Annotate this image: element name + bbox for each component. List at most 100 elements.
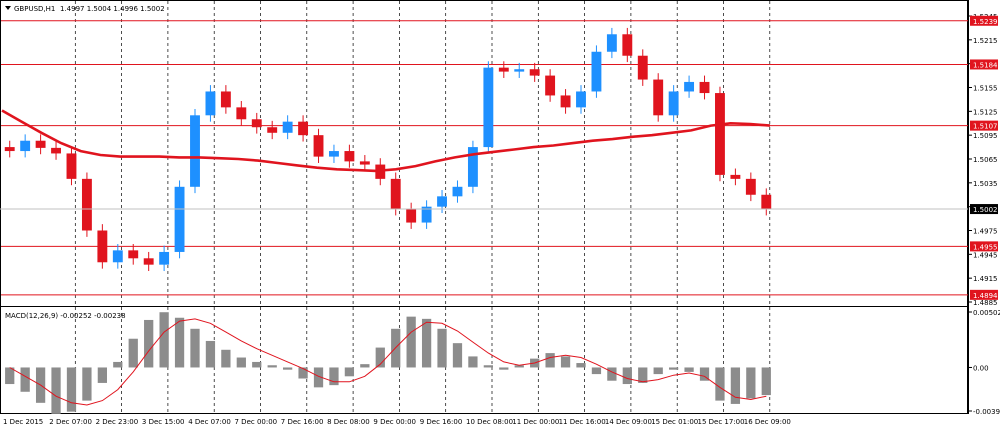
candle-body <box>606 34 617 52</box>
macd-bar <box>421 318 432 368</box>
candle-body <box>236 107 247 120</box>
time-tick-label: 2 Dec 07:00 <box>49 418 92 426</box>
price-tick-label: 1.5095 <box>973 132 998 140</box>
candle-body <box>483 67 494 148</box>
candle-body <box>715 93 725 175</box>
macd-tick-label: -0.00394 <box>973 408 1000 416</box>
macd-tick-label: 0.00 <box>973 364 989 372</box>
price-tick-label: 1.4885 <box>973 299 998 307</box>
macd-bar <box>190 328 200 368</box>
macd-bar <box>82 367 92 401</box>
time-tick-label: 15 Dec 01:00 <box>651 418 698 426</box>
macd-bar <box>576 363 586 368</box>
candle-body <box>467 147 478 187</box>
candle-body <box>51 147 61 154</box>
candle-body <box>313 135 324 157</box>
candle-body <box>390 178 401 210</box>
level-label: 1.5107 <box>973 123 998 131</box>
candle-body <box>81 178 92 231</box>
time-tick-label: 1 Dec 2015 <box>3 418 43 426</box>
macd-bar <box>298 367 308 379</box>
macd-bar <box>699 367 710 381</box>
candle-body <box>251 119 262 128</box>
price-tick-label: 1.5155 <box>973 85 998 93</box>
macd-bar <box>622 367 632 385</box>
price-series <box>4 27 772 272</box>
candle-body <box>66 153 77 179</box>
candle-body <box>406 209 417 223</box>
macd-bar <box>283 367 293 370</box>
candle-body <box>699 81 710 94</box>
candle-body <box>745 178 756 195</box>
candle-body <box>359 161 370 165</box>
macd-bar <box>545 353 555 368</box>
macd-bar <box>375 347 385 368</box>
time-tick-label: 8 Dec 08:00 <box>327 418 370 426</box>
macd-bar <box>205 340 216 368</box>
time-tick-label: 9 Dec 16:00 <box>420 418 463 426</box>
symbol-label: GBPUSD,H1 <box>14 5 55 13</box>
macd-bar <box>761 367 771 396</box>
macd-bar <box>267 365 277 368</box>
candle-body <box>498 67 509 72</box>
time-tick-label: 2 Dec 23:00 <box>96 418 139 426</box>
candle-body <box>761 194 772 210</box>
candle-body <box>97 230 108 263</box>
candle-body <box>622 34 633 56</box>
candle-body <box>298 121 309 136</box>
macd-bar <box>684 367 694 372</box>
macd-bar <box>329 367 339 386</box>
candle-body <box>653 79 664 116</box>
time-tick-label: 7 Dec 16:00 <box>281 418 324 426</box>
macd-bar <box>20 367 30 392</box>
macd-bar <box>560 356 571 368</box>
candle-body <box>159 251 170 265</box>
macd-bar <box>638 367 648 383</box>
time-tick-label: 11 Dec 16:00 <box>559 418 606 426</box>
dropdown-triangle-icon[interactable] <box>5 6 11 10</box>
macd-bar <box>653 367 663 375</box>
macd-bar <box>406 316 416 368</box>
level-badge <box>970 120 998 131</box>
candle-body <box>112 250 123 263</box>
candle-body <box>4 147 15 152</box>
chart-header: GBPUSD,H1 1.4997 1.5004 1.4996 1.5002 <box>5 5 165 13</box>
macd-bar <box>591 367 602 375</box>
candle-body <box>545 75 556 96</box>
price-tick-label: 1.4975 <box>973 228 998 236</box>
time-tick-label: 10 Dec 08:00 <box>466 418 513 426</box>
macd-bar <box>174 317 185 368</box>
candle-body <box>668 91 679 116</box>
macd-bar <box>159 312 169 368</box>
level-badge <box>970 241 998 252</box>
candle-body <box>20 140 31 152</box>
time-tick-label: 3 Dec 15:00 <box>142 418 185 426</box>
macd-axis: 0.00502 0.00 -0.00394 <box>968 309 1000 416</box>
price-tick-label: 1.4945 <box>973 251 998 259</box>
macd-bar <box>313 367 324 388</box>
candle-body <box>205 91 216 116</box>
macd-bar <box>360 364 370 368</box>
macd-signal-line <box>9 318 767 406</box>
macd-tick-label: 0.00502 <box>973 309 1000 317</box>
time-tick-label: 4 Dec 07:00 <box>188 418 231 426</box>
price-tick-label: 1.5065 <box>973 156 998 164</box>
macd-bar <box>128 338 138 368</box>
macd-bar <box>499 367 509 370</box>
macd-bar <box>344 367 355 377</box>
candle-body <box>344 151 355 162</box>
macd-bar <box>221 349 231 368</box>
candle-body <box>267 127 278 133</box>
macd-bar <box>452 343 463 368</box>
level-badge <box>970 59 998 70</box>
candle-body <box>143 258 154 265</box>
candle-body <box>421 206 432 223</box>
level-label: 1.5239 <box>973 18 998 26</box>
time-tick-label: 15 Dec 17:00 <box>698 418 745 426</box>
current-price-badge <box>970 204 998 215</box>
macd-bar <box>514 365 524 368</box>
candle-body <box>637 55 648 80</box>
price-tick-label: 1.5035 <box>973 180 998 188</box>
